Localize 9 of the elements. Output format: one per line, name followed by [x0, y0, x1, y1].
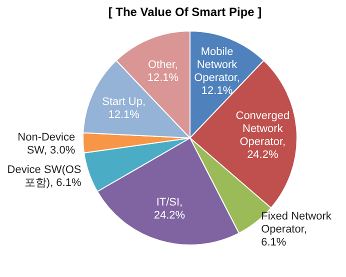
slice-label: Mobile Network Operator, 12.1% [194, 46, 240, 97]
slice-label: IT/SI, 24.2% [154, 196, 186, 222]
slice-label: Converged Network Operator, 24.2% [236, 110, 290, 161]
chart-title: [ The Value Of Smart Pipe ] [108, 5, 262, 19]
slice-label: Other, 12.1% [147, 58, 179, 84]
slice-label: Start Up, 12.1% [102, 96, 146, 122]
slice-label: Device SW(OS 포함), 6.1% [7, 164, 82, 189]
slice-label: Non-Device SW, 3.0% [18, 132, 76, 157]
slice-label: Fixed Network Operator, 6.1% [261, 210, 332, 248]
